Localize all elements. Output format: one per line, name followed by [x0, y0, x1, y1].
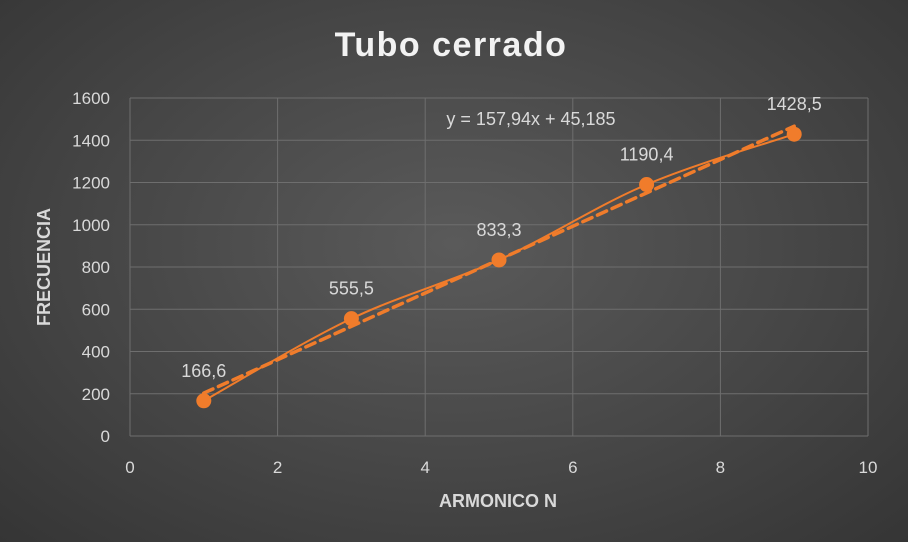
y-tick-label: 200 — [82, 385, 110, 404]
data-label: 1428,5 — [767, 94, 822, 114]
y-tick-label: 400 — [82, 343, 110, 362]
series-group — [196, 126, 802, 409]
data-labels: 166,6 555,5 833,3 1190,4 1428,5 — [181, 94, 821, 381]
data-label: 1190,4 — [620, 145, 674, 165]
x-tick-label: 2 — [273, 458, 282, 477]
x-tick-label: 0 — [125, 458, 134, 477]
x-tick-label: 6 — [568, 458, 577, 477]
data-label: 555,5 — [329, 279, 374, 299]
y-tick-label: 1600 — [72, 89, 110, 108]
data-label: 166,6 — [181, 361, 226, 381]
data-point — [196, 393, 212, 409]
y-tick-label: 0 — [101, 427, 110, 446]
y-tick-label: 1200 — [72, 174, 110, 193]
x-axis-title: ARMONICO N — [439, 491, 557, 511]
y-tick-label: 1000 — [72, 216, 110, 235]
y-tick-label: 800 — [82, 258, 110, 277]
data-point — [639, 177, 655, 193]
data-point — [786, 126, 802, 142]
data-label: 833,3 — [476, 220, 521, 240]
data-point — [343, 311, 359, 327]
series-line — [203, 133, 795, 402]
chart-title: Tubo cerrado — [335, 26, 568, 64]
x-tick-label: 4 — [420, 458, 429, 477]
x-tick-label: 10 — [859, 458, 878, 477]
y-tick-label: 600 — [82, 300, 110, 319]
tick-labels: 0 200 400 600 800 1000 1200 1400 1600 0 2 4 6 8 10 — [72, 89, 877, 477]
x-tick-label: 8 — [716, 458, 725, 477]
y-axis-title: FRECUENCIA — [34, 208, 54, 326]
data-point — [491, 252, 507, 268]
trendline-equation: y = 157,94x + 45,185 — [446, 109, 615, 129]
y-tick-label: 1400 — [72, 131, 110, 150]
